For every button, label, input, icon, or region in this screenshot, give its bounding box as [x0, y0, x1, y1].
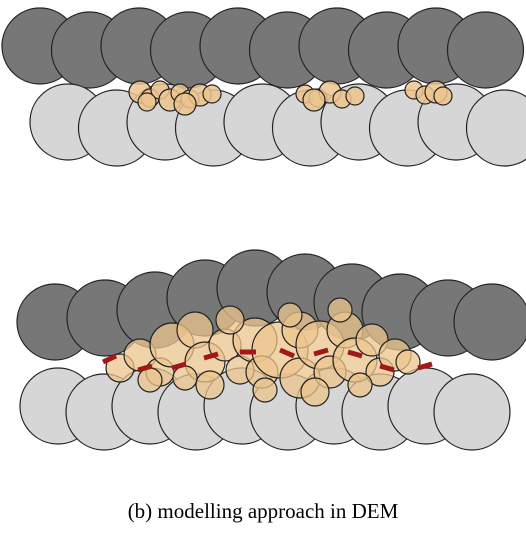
- fine-particle: [203, 85, 221, 103]
- fine-particle: [216, 306, 244, 334]
- caption: (b) modelling approach in DEM: [128, 499, 399, 523]
- upper-grain: [448, 12, 524, 88]
- upper-grain: [454, 284, 526, 360]
- fine-particle: [328, 298, 352, 322]
- fine-particle: [174, 93, 196, 115]
- fine-particle: [253, 378, 277, 402]
- fine-particle: [348, 373, 372, 397]
- fine-particle: [278, 303, 302, 327]
- fine-particle: [138, 93, 156, 111]
- fine-particle: [303, 89, 325, 111]
- fine-particle: [173, 366, 197, 390]
- lower-grain: [434, 374, 510, 450]
- figure: (b) modelling approach in DEM: [0, 0, 526, 535]
- fine-particle: [346, 87, 364, 105]
- fine-particle: [396, 350, 420, 374]
- fine-particle: [434, 87, 452, 105]
- fine-particle: [138, 368, 162, 392]
- fine-particle: [196, 371, 224, 399]
- fine-particle: [301, 378, 329, 406]
- particle-diagram: [2, 8, 526, 450]
